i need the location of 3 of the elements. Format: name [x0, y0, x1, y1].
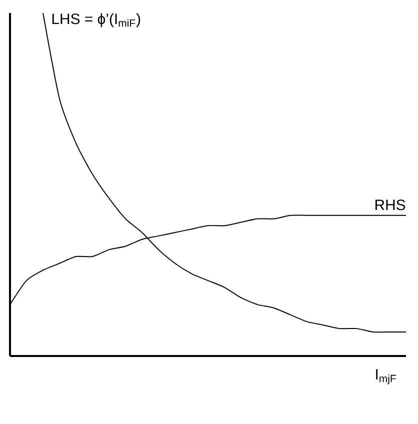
series-label: RHS [375, 200, 406, 210]
x-axis-title: I$_{mjF}$ [376, 369, 396, 384]
series-label: LHS = ϕ’(I$_{miF}$) [52, 13, 140, 28]
